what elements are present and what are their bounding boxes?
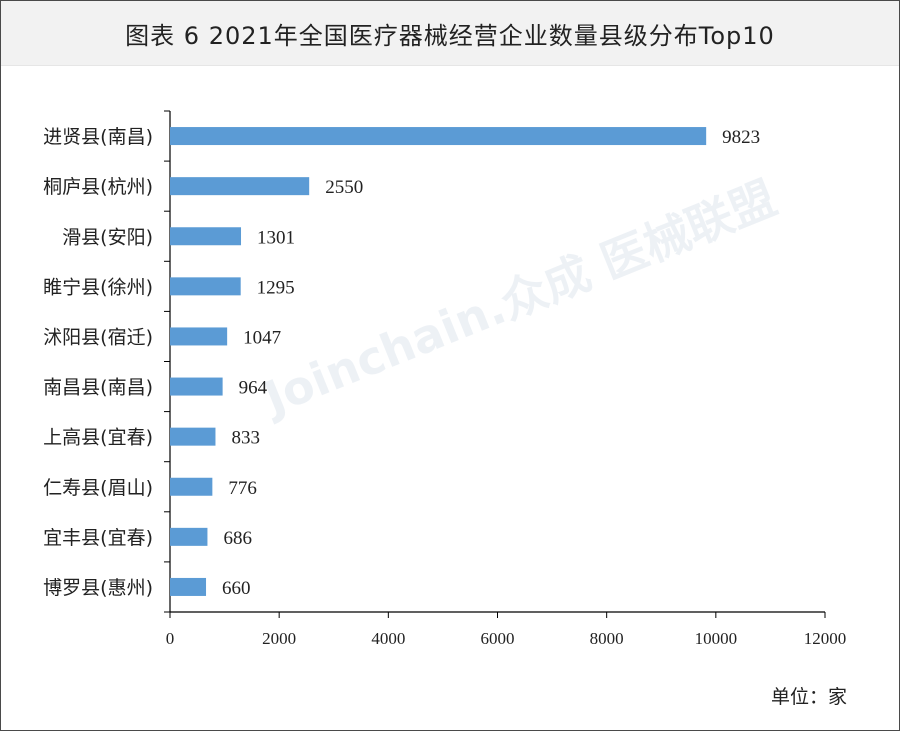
data-label: 1047 [243, 327, 281, 348]
bar [170, 277, 241, 296]
data-label: 660 [222, 578, 251, 599]
bar [170, 427, 216, 446]
data-label: 833 [231, 428, 259, 449]
data-label: 686 [223, 528, 252, 549]
category-label: 进贤县(南昌) [43, 126, 153, 148]
x-tick-label: 2000 [262, 629, 296, 648]
category-label: 南昌县(南昌) [43, 377, 153, 399]
watermark-text: Joinchain.众成 医械联盟 [254, 170, 784, 426]
x-tick-label: 10000 [695, 629, 738, 648]
x-tick-label: 8000 [590, 629, 624, 648]
category-label: 桐庐县(杭州) [43, 176, 153, 198]
watermark: Joinchain.众成 医械联盟 [254, 170, 784, 426]
category-label: 上高县(宜春) [43, 427, 153, 449]
x-tick-label: 4000 [371, 629, 405, 648]
x-tick-label: 0 [166, 629, 175, 648]
x-tick-label: 12000 [804, 629, 847, 648]
data-label: 1301 [257, 227, 295, 248]
bar [170, 477, 213, 496]
data-label: 2550 [325, 177, 363, 198]
bar [170, 177, 310, 196]
unit-label: 单位：家 [770, 686, 847, 708]
x-tick-label: 6000 [481, 629, 515, 648]
category-label: 睢宁县(徐州) [43, 276, 153, 298]
title-bar: 图表 6 2021年全国医疗器械经营企业数量县级分布Top10 [1, 1, 899, 66]
bar [170, 377, 223, 396]
data-label: 964 [239, 378, 268, 399]
data-label: 776 [228, 478, 257, 499]
bar [170, 227, 242, 246]
data-label: 1295 [257, 277, 295, 298]
chart-title: 图表 6 2021年全国医疗器械经营企业数量县级分布Top10 [125, 22, 775, 50]
category-label: 沭阳县(宿迁) [43, 326, 153, 348]
category-label: 仁寿县(眉山) [43, 477, 153, 499]
data-label: 9823 [722, 127, 760, 148]
bar [170, 577, 207, 596]
bar [170, 527, 208, 546]
bar [170, 327, 228, 346]
category-label: 宜丰县(宜春) [43, 527, 153, 549]
bar [170, 127, 707, 146]
category-label: 滑县(安阳) [62, 226, 153, 248]
category-label: 博罗县(惠州) [43, 577, 153, 599]
